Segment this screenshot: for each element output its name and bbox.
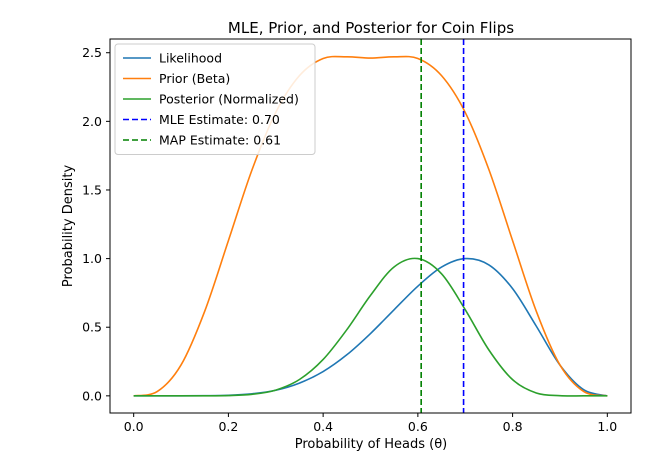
x-axis-label: Probability of Heads (θ): [295, 437, 448, 452]
legend-label-map-estimate-0-61: MAP Estimate: 0.61: [159, 133, 281, 148]
x-tick-label: 0.2: [218, 419, 238, 434]
y-tick-label: 0.5: [82, 320, 102, 335]
legend-label-prior-beta: Prior (Beta): [159, 71, 230, 86]
series-line-posterior-normalized: [133, 257, 608, 397]
legend-label-likelihood: Likelihood: [159, 51, 222, 66]
y-tick-label: 1.5: [82, 182, 102, 197]
y-tick-label: 2.5: [82, 45, 102, 60]
legend-box: [114, 43, 316, 155]
y-tick-label: 0.0: [82, 388, 102, 403]
series-line-likelihood: [133, 257, 608, 397]
y-tick-label: 2.0: [82, 114, 102, 129]
legend-label-posterior-normalized: Posterior (Normalized): [159, 92, 299, 107]
x-axis: 0.0 0.2 0.4 0.6 0.8 1.0: [124, 413, 617, 434]
x-tick-label: 0.4: [313, 419, 333, 434]
plot-area: [133, 39, 608, 413]
legend-label-mle-estimate-0-70: MLE Estimate: 0.70: [159, 112, 280, 127]
y-tick-label: 1.0: [82, 251, 102, 266]
chart-title: MLE, Prior, and Posterior for Coin Flips: [228, 19, 514, 37]
x-tick-label: 1.0: [597, 419, 617, 434]
legend: Likelihood Prior (Beta) Posterior (Normali…: [114, 43, 316, 155]
y-axis: 0.0 0.5 1.0 1.5 2.0 2.5: [82, 45, 110, 403]
plot-frame: [109, 38, 632, 414]
x-tick-label: 0.8: [503, 419, 523, 434]
y-axis-label: Probability Density: [61, 165, 76, 288]
x-tick-label: 0.0: [124, 419, 144, 434]
x-tick-label: 0.6: [408, 419, 428, 434]
series-line-prior-beta: [133, 55, 608, 397]
